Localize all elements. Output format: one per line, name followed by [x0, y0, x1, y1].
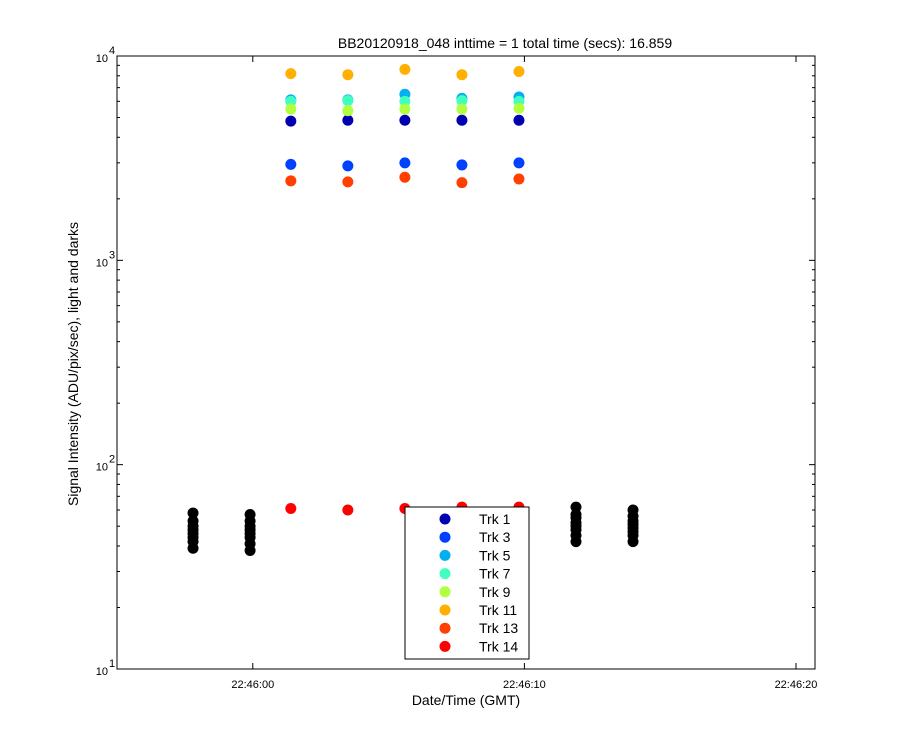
legend-marker	[439, 549, 451, 561]
data-point	[285, 115, 297, 127]
x-tick-label: 22:46:00	[231, 679, 274, 691]
data-point	[399, 103, 411, 115]
y-tick-label-exp: 4	[109, 45, 115, 57]
legend-marker	[439, 622, 451, 634]
data-point	[456, 159, 468, 171]
data-point	[187, 515, 199, 527]
legend-marker	[439, 513, 451, 525]
data-point	[456, 69, 468, 81]
legend-label: Trk 7	[479, 566, 511, 582]
data-point	[285, 103, 297, 115]
data-point	[513, 173, 525, 185]
data-point	[342, 176, 354, 188]
data-point	[285, 95, 297, 107]
y-axis-label: Signal Intensity (ADU/pix/sec), light an…	[65, 222, 81, 506]
legend-label: Trk 14	[479, 638, 518, 654]
data-point	[342, 105, 354, 117]
data-point	[456, 103, 468, 115]
data-point	[570, 501, 582, 513]
data-point	[342, 95, 354, 107]
y-tick-label-base: 10	[96, 53, 108, 65]
data-point	[399, 95, 411, 107]
legend-marker	[439, 568, 451, 580]
chart-title: BB20120918_048 inttime = 1 total time (s…	[338, 35, 672, 51]
legend-marker	[439, 640, 451, 652]
legend-label: Trk 3	[479, 529, 511, 545]
data-point	[513, 114, 525, 126]
legend-marker	[439, 586, 451, 598]
x-tick-label: 22:46:10	[503, 679, 546, 691]
data-point	[399, 157, 411, 169]
data-point	[456, 114, 468, 126]
legend-marker	[439, 604, 451, 616]
legend-label: Trk 11	[479, 602, 517, 618]
x-tick-label: 22:46:20	[775, 679, 818, 691]
data-point	[342, 504, 354, 516]
legend: Trk 1 Trk 3 Trk 5 Trk 7 Trk 9 Trk 11 Trk 13 Trk…	[404, 506, 530, 660]
legend-label: Trk 13	[479, 620, 518, 636]
data-point	[285, 175, 297, 187]
y-tick-label-base: 10	[96, 462, 108, 474]
data-point	[513, 157, 525, 169]
data-point	[342, 114, 354, 126]
data-point	[399, 63, 411, 75]
data-point	[244, 509, 256, 521]
y-tick-label-base: 10	[96, 666, 108, 678]
y-tick-label-base: 10	[96, 257, 108, 269]
data-point	[285, 503, 297, 515]
y-tick-label-exp: 2	[109, 454, 115, 466]
legend-label: Trk 5	[479, 547, 511, 563]
data-point	[627, 504, 639, 516]
data-point	[187, 507, 199, 519]
legend-label: Trk 1	[479, 511, 511, 527]
data-point	[399, 171, 411, 183]
y-tick-label-exp: 3	[109, 249, 115, 261]
x-axis-label: Date/Time (GMT)	[412, 692, 520, 708]
data-point	[399, 114, 411, 126]
data-point	[285, 68, 297, 80]
legend-marker	[439, 531, 451, 543]
tick-marks	[117, 55, 815, 670]
y-tick-label-exp: 1	[109, 658, 115, 670]
data-point	[513, 65, 525, 77]
data-point	[342, 160, 354, 172]
legend-label: Trk 9	[479, 584, 511, 600]
legend-box	[404, 506, 530, 660]
data-point	[513, 102, 525, 114]
data-point	[456, 177, 468, 189]
data-point	[342, 69, 354, 81]
data-point	[456, 95, 468, 107]
data-point	[285, 158, 297, 170]
